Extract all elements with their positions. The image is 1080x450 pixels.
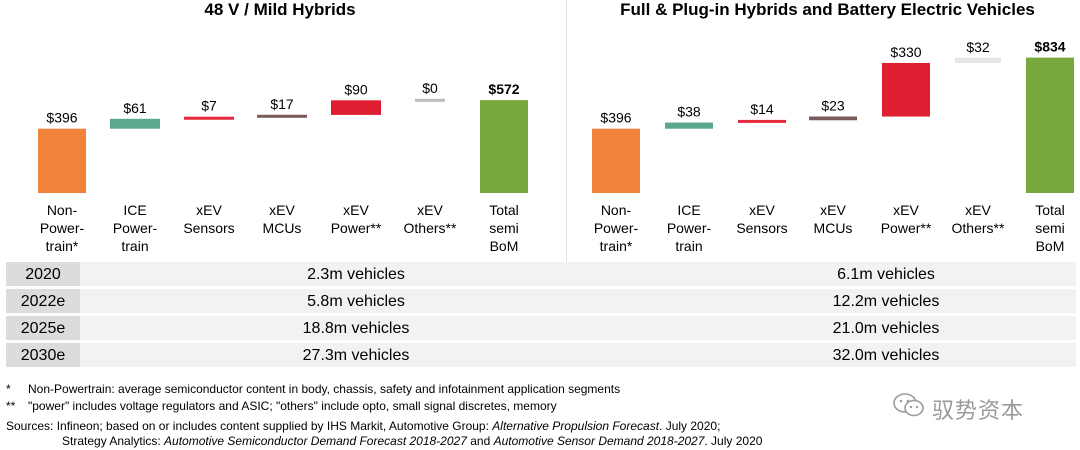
footnote-1-mark: * bbox=[6, 382, 11, 396]
data-label-1-0: $396 bbox=[600, 110, 631, 126]
vehicles-table: 2020 2.3m vehicles 6.1m vehicles 2022e 5… bbox=[6, 262, 1076, 370]
category-label-0-1: ICE Power-train bbox=[112, 202, 158, 254]
wechat-icon bbox=[893, 393, 924, 417]
data-label-1-1: $38 bbox=[677, 104, 701, 120]
bar-1-1 bbox=[665, 122, 713, 129]
sources-text: . July 2020 bbox=[704, 434, 763, 448]
category-label-1-1: ICE Power-train bbox=[666, 202, 712, 254]
row-band bbox=[80, 262, 1076, 286]
mild-vehicles-cell: 18.8m vehicles bbox=[302, 320, 410, 337]
full-vehicles-cell: 12.2m vehicles bbox=[832, 293, 940, 310]
table-row: 2030e 27.3m vehicles 32.0m vehicles bbox=[6, 343, 1076, 367]
mild-vehicles-cell: 2.3m vehicles bbox=[307, 266, 405, 283]
bar-1-2 bbox=[738, 119, 786, 123]
panel-divider bbox=[566, 0, 567, 265]
category-label-1-6: Total semi BoM bbox=[1035, 202, 1065, 254]
bar-1-6 bbox=[1026, 57, 1074, 193]
sources-text: Strategy Analytics: bbox=[62, 434, 165, 448]
sources-title: Automotive Semiconductor Demand Forecast… bbox=[164, 434, 467, 448]
year-cell: 2020 bbox=[6, 262, 80, 286]
mild-vehicles-cell: 27.3m vehicles bbox=[302, 347, 410, 364]
data-label-0-6: $572 bbox=[488, 81, 519, 97]
table-row: 2020 2.3m vehicles 6.1m vehicles bbox=[6, 262, 1076, 286]
sources-line-1: Sources: Infineon; based on or includes … bbox=[6, 418, 720, 434]
bar-0-5 bbox=[415, 98, 445, 102]
row-band bbox=[80, 343, 1076, 367]
data-label-1-2: $14 bbox=[750, 101, 774, 117]
bar-0-0 bbox=[38, 128, 86, 193]
chart-title-full-hybrids-bev: Full & Plug-in Hybrids and Battery Elect… bbox=[620, 0, 1035, 19]
category-label-0-2: xEV Sensors bbox=[183, 202, 235, 236]
category-label-0-3: xEV MCUs bbox=[262, 202, 302, 236]
category-label-1-2: xEV Sensors bbox=[736, 202, 788, 236]
footnote-1: * Non-Powertrain: average semiconductor … bbox=[6, 381, 620, 397]
bar-1-5 bbox=[955, 57, 1001, 63]
data-label-0-0: $396 bbox=[46, 110, 77, 126]
year-cell: 2030e bbox=[6, 343, 80, 367]
data-label-0-2: $7 bbox=[201, 98, 217, 114]
mild-vehicles-cell: 5.8m vehicles bbox=[307, 293, 405, 310]
watermark-text: 驭势资本 bbox=[932, 398, 1025, 423]
bar-0-6 bbox=[480, 100, 528, 193]
category-label-1-0: Non- Power-train* bbox=[593, 202, 639, 254]
bar-1-3 bbox=[809, 116, 857, 121]
category-label-0-6: Total semi BoM bbox=[489, 202, 519, 254]
sources-text: Sources: Infineon; based on or includes … bbox=[6, 419, 493, 433]
data-label-0-3: $17 bbox=[270, 96, 294, 112]
bar-1-4 bbox=[882, 62, 930, 117]
category-label-0-5: xEV Others** bbox=[403, 202, 457, 236]
bar-1-0 bbox=[592, 128, 640, 193]
waterfall-charts: $396 $61 $7 $17 $90 $0 $572 $396 $38 $14 $23 $330 $3… bbox=[38, 39, 1074, 193]
year-cell: 2025e bbox=[6, 316, 80, 340]
data-label-0-5: $0 bbox=[422, 80, 438, 96]
bar-0-4 bbox=[331, 100, 381, 115]
data-label-1-3: $23 bbox=[821, 98, 845, 114]
data-label-1-4: $330 bbox=[890, 44, 921, 60]
data-label-1-5: $32 bbox=[966, 39, 990, 55]
sources-line-2: Strategy Analytics: Automotive Semicondu… bbox=[62, 433, 762, 449]
data-label-0-4: $90 bbox=[344, 81, 368, 97]
bar-0-2 bbox=[184, 116, 234, 120]
sources-text: and bbox=[466, 434, 494, 448]
bar-0-1 bbox=[110, 118, 160, 129]
watermark: 驭势资本 bbox=[892, 392, 1052, 423]
sources-title: Alternative Propulsion Forecast bbox=[492, 419, 660, 433]
chart-title-mild-hybrids: 48 V / Mild Hybrids bbox=[204, 0, 356, 19]
year-cell: 2022e bbox=[6, 289, 80, 313]
row-band bbox=[80, 316, 1076, 340]
data-label-1-6: $834 bbox=[1034, 39, 1065, 55]
table-row: 2025e 18.8m vehicles 21.0m vehicles bbox=[6, 316, 1076, 340]
category-label-1-5: xEV Others** bbox=[951, 202, 1005, 236]
table-row: 2022e 5.8m vehicles 12.2m vehicles bbox=[6, 289, 1076, 313]
row-band bbox=[80, 289, 1076, 313]
full-vehicles-cell: 6.1m vehicles bbox=[837, 266, 935, 283]
footnote-2-text: "power" includes voltage regulators and … bbox=[28, 399, 557, 413]
sources-title: Automotive Sensor Demand 2018-2027 bbox=[493, 434, 705, 448]
sources-text: . July 2020; bbox=[659, 419, 721, 433]
footnote-2: ** "power" includes voltage regulators a… bbox=[6, 398, 557, 414]
category-label-1-4: xEV Power** bbox=[880, 202, 932, 236]
full-vehicles-cell: 32.0m vehicles bbox=[832, 347, 940, 364]
category-label-0-4: xEV Power** bbox=[330, 202, 382, 236]
full-vehicles-cell: 21.0m vehicles bbox=[832, 320, 940, 337]
footnote-1-text: Non-Powertrain: average semiconductor co… bbox=[28, 382, 621, 396]
footnote-2-mark: ** bbox=[6, 399, 16, 413]
data-label-0-1: $61 bbox=[123, 100, 147, 116]
bar-0-3 bbox=[257, 114, 307, 118]
category-label-0-0: Non- Power-train* bbox=[39, 202, 85, 254]
category-label-1-3: xEV MCUs bbox=[813, 202, 853, 236]
